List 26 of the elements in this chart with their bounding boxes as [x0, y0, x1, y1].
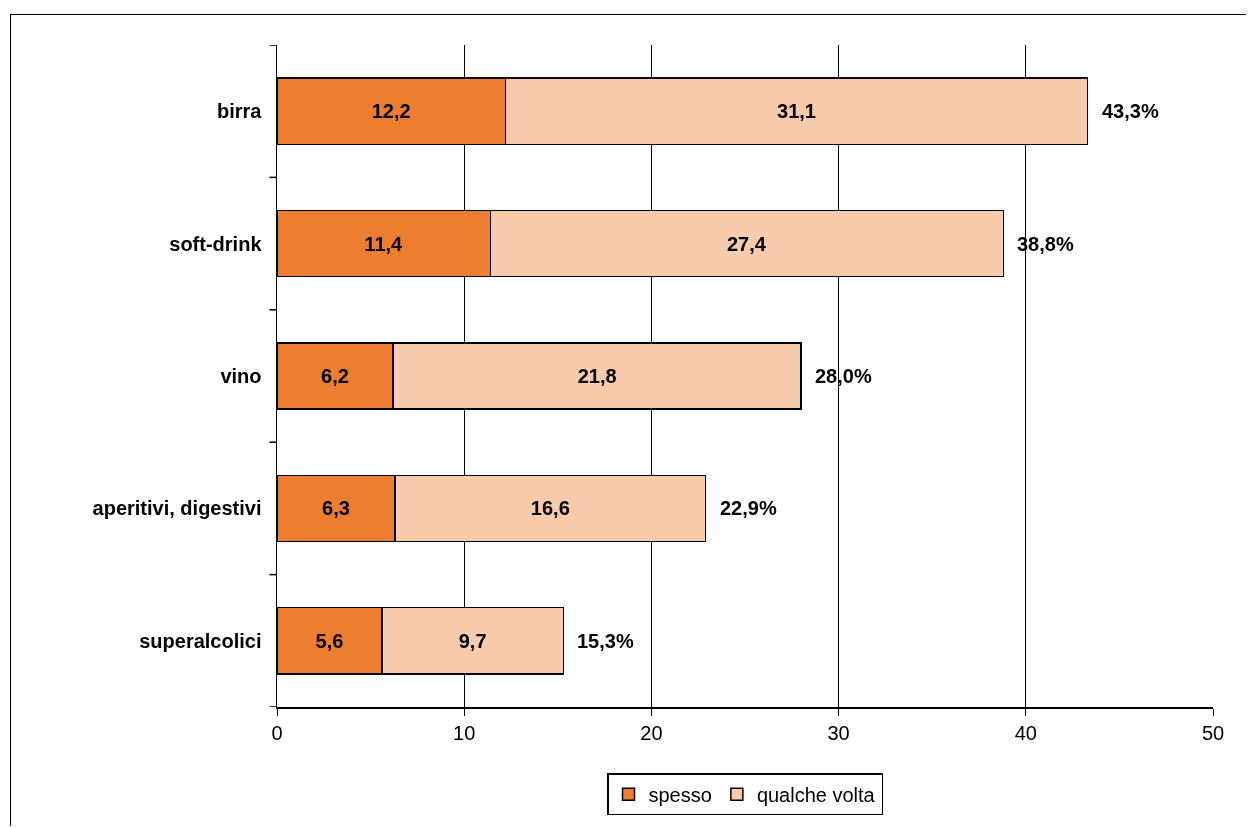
x-tick-label: 40 [1014, 721, 1037, 744]
x-tick-label: 50 [1201, 721, 1225, 744]
data-label: 21,8 [577, 365, 617, 387]
y-tick-label: birra [217, 100, 263, 123]
data-label: 27,4 [726, 232, 767, 255]
total-label: 15,3% [577, 630, 634, 652]
data-label: 31,1 [777, 100, 816, 123]
x-tick-label: 10 [453, 721, 476, 744]
total-label: 43,3% [1102, 100, 1159, 122]
data-label: 6,3 [322, 497, 350, 520]
data-label: 11,4 [364, 232, 404, 255]
y-tick-label: vino [220, 365, 262, 387]
data-label: 12,2 [371, 100, 411, 123]
y-tick-label: aperitivi, digestivi [92, 497, 262, 520]
y-tick-label: superalcolici [139, 629, 262, 652]
y-tick-label: soft-drink [169, 232, 263, 255]
data-label: 5,6 [315, 629, 344, 652]
data-label: 9,7 [458, 629, 487, 652]
legend-label: qualche volta [756, 784, 876, 806]
data-label: 16,6 [530, 497, 570, 520]
total-label: 22,9% [720, 497, 777, 519]
legend-label: spesso [648, 784, 712, 806]
x-tick-label: 0 [271, 721, 283, 744]
x-tick-label: 30 [827, 721, 850, 744]
data-label: 6,2 [321, 365, 349, 387]
x-tick-label: 20 [640, 721, 663, 744]
